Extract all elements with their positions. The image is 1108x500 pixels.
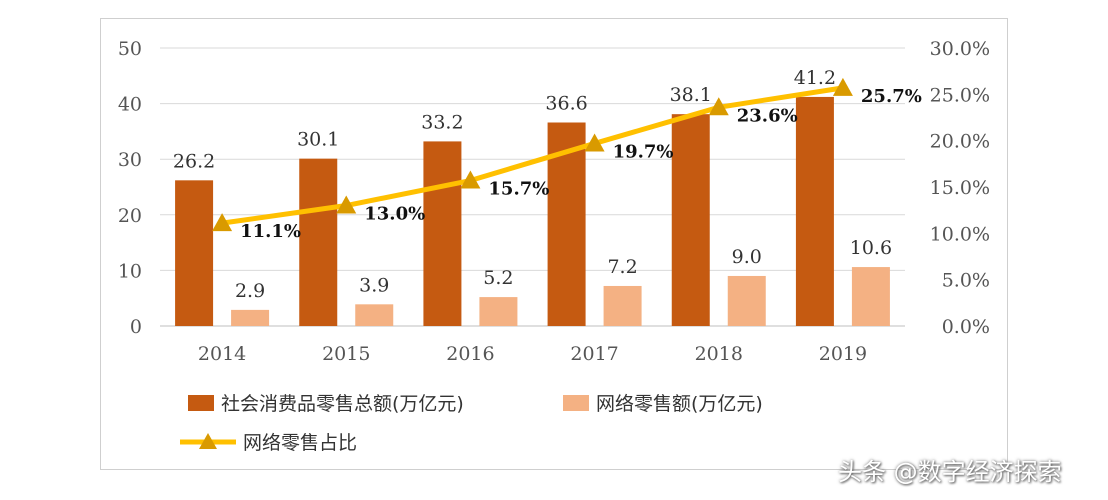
right-tick-label: 30.0%	[930, 38, 990, 60]
share-label: 13.0%	[364, 204, 425, 225]
grid-lines	[160, 47, 905, 327]
legend-swatch-share-marker	[199, 433, 217, 449]
bar-online	[727, 275, 766, 326]
share-marker	[336, 195, 357, 214]
share-label: 19.7%	[613, 141, 674, 162]
bar-total-label: 30.1	[297, 129, 339, 151]
right-axis: 0.0% 5.0% 10.0% 15.0% 20.0% 25.0% 30.0%	[930, 38, 990, 338]
bar-total-label: 36.6	[545, 93, 587, 115]
left-tick-label: 10	[118, 260, 142, 282]
share-line	[212, 77, 853, 232]
right-tick-label: 25.0%	[930, 84, 990, 106]
share-label: 15.7%	[488, 179, 549, 200]
legend: 社会消费品零售总额(万亿元) 网络零售额(万亿元) 网络零售占比	[180, 393, 763, 454]
bar-online-label: 3.9	[359, 274, 389, 296]
share-label: 11.1%	[240, 221, 301, 242]
x-tick-label: 2019	[819, 343, 867, 365]
bar-total	[175, 180, 214, 326]
bar-online-label: 2.9	[235, 280, 265, 302]
legend-swatch-online	[563, 395, 589, 411]
share-label: 23.6%	[737, 105, 798, 126]
x-axis: 2014 2015 2016 2017 2018 2019	[198, 343, 867, 365]
share-marker	[708, 97, 729, 116]
bar-online-label: 7.2	[607, 256, 637, 278]
bar-total	[795, 96, 834, 326]
legend-swatch-total	[188, 395, 214, 411]
bar-total-label: 26.2	[173, 150, 215, 172]
right-tick-label: 20.0%	[930, 131, 990, 153]
bar-online-label: 10.6	[850, 237, 892, 259]
right-tick-label: 0.0%	[942, 316, 990, 338]
bar-online-label: 5.2	[483, 267, 513, 289]
right-tick-label: 15.0%	[930, 177, 990, 199]
chart-frame	[100, 18, 1008, 470]
left-axis: 0 10 20 30 40 50	[118, 38, 142, 338]
bar-online	[231, 309, 270, 326]
left-tick-label: 0	[130, 316, 142, 338]
data-labels: 26.2 2.9 30.1 3.9 33.2 5.2 36.6 7.2 38.1 9.0 41.2 1…	[173, 67, 922, 302]
left-tick-label: 40	[118, 94, 142, 116]
share-marker	[460, 170, 481, 189]
bar-total-label: 38.1	[670, 84, 712, 106]
x-tick-label: 2018	[695, 343, 743, 365]
legend-label-share: 网络零售占比	[243, 432, 357, 454]
x-tick-label: 2015	[322, 343, 370, 365]
left-tick-label: 30	[118, 149, 142, 171]
bar-online	[479, 297, 518, 326]
bar-total	[423, 141, 462, 326]
bar-online	[355, 304, 394, 326]
share-label: 25.7%	[861, 86, 922, 107]
share-line-path	[221, 85, 844, 226]
bar-online	[851, 267, 890, 326]
x-tick-label: 2014	[198, 343, 246, 365]
bar-online	[603, 285, 642, 326]
legend-label-online: 网络零售额(万亿元)	[596, 393, 763, 415]
left-tick-label: 20	[118, 205, 142, 227]
x-tick-label: 2016	[446, 343, 494, 365]
bar-online-label: 9.0	[732, 246, 762, 268]
bar-total-label: 41.2	[794, 67, 836, 89]
bar-total	[299, 158, 338, 326]
right-tick-label: 5.0%	[942, 270, 990, 292]
share-marker	[212, 213, 233, 232]
legend-label-total: 社会消费品零售总额(万亿元)	[221, 393, 464, 415]
right-tick-label: 10.0%	[930, 223, 990, 245]
bar-total	[671, 114, 710, 326]
x-tick-label: 2017	[570, 343, 618, 365]
watermark: 头条 @数字经济探索	[838, 458, 1062, 486]
left-tick-label: 50	[118, 38, 142, 60]
bars	[175, 96, 890, 326]
bar-total-label: 33.2	[421, 111, 463, 133]
share-marker	[832, 77, 853, 96]
share-marker	[584, 133, 605, 152]
